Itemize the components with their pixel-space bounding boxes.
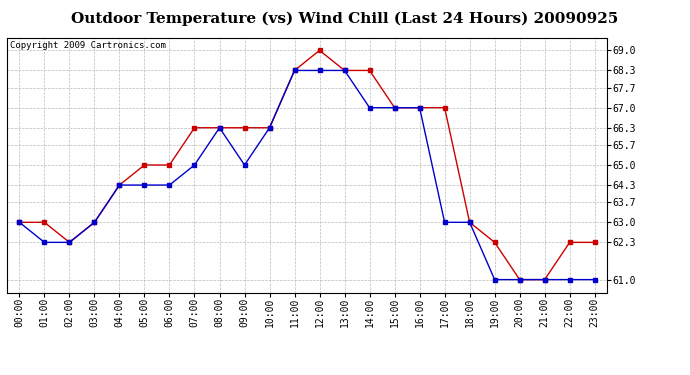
Text: Copyright 2009 Cartronics.com: Copyright 2009 Cartronics.com	[10, 41, 166, 50]
Text: Outdoor Temperature (vs) Wind Chill (Last 24 Hours) 20090925: Outdoor Temperature (vs) Wind Chill (Las…	[71, 11, 619, 26]
